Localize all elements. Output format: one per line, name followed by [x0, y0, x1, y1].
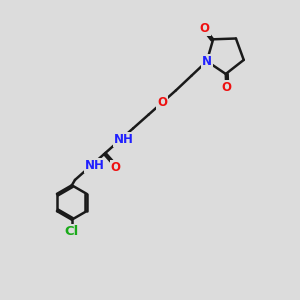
Text: NH: NH — [114, 133, 134, 146]
Text: O: O — [221, 81, 231, 94]
Text: O: O — [110, 160, 121, 173]
Text: N: N — [202, 55, 212, 68]
Text: Cl: Cl — [65, 225, 79, 238]
Text: O: O — [157, 96, 167, 109]
Text: O: O — [200, 22, 210, 35]
Text: NH: NH — [85, 159, 105, 172]
